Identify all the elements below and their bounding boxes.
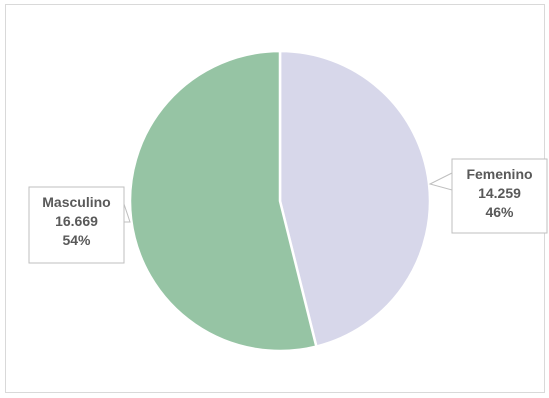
value-label: 14.259 [478,185,521,201]
data-label-masculino: Masculino 16.669 54% [28,186,131,264]
pie-slices [128,49,432,353]
value-label: 16.669 [55,213,98,229]
data-label-femenino: Femenino 14.259 46% [428,158,548,234]
data-label-callouts: Femenino 14.259 46% Masculino 16.669 54% [28,158,548,264]
callout-pointer [428,172,453,191]
category-label: Femenino [466,166,532,182]
pie-slice-femenino [278,49,432,349]
pie-slice-masculino [128,49,318,353]
percent-label: 46% [485,204,514,220]
callout-box [451,158,548,234]
category-label: Masculino [42,194,110,210]
percent-label: 54% [62,232,91,248]
callout-box [28,186,125,264]
